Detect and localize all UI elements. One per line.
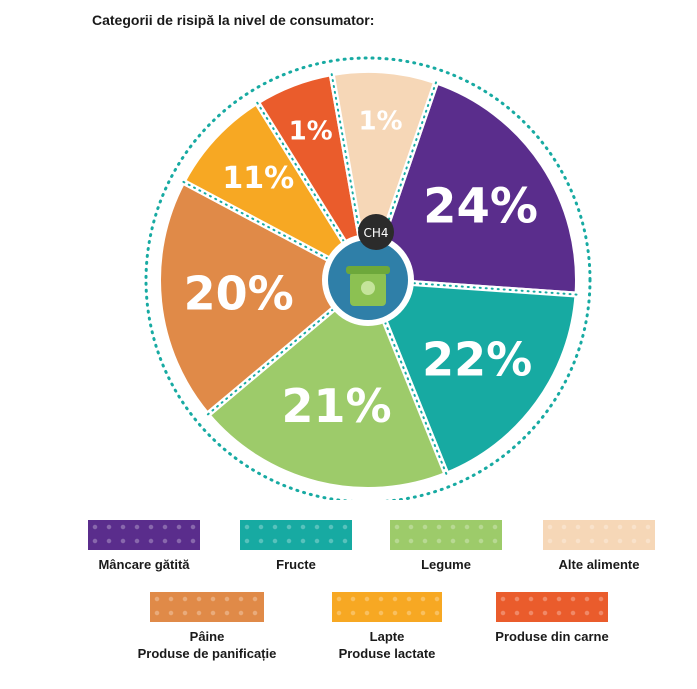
- recycle-icon: [361, 281, 375, 295]
- legend-label: Mâncare gătită: [98, 557, 190, 572]
- legend-label: Produse lactate: [338, 646, 436, 661]
- pie-slice: [202, 275, 451, 493]
- pie-slice: [155, 177, 374, 420]
- legend-swatch: [543, 520, 655, 550]
- methane-label: CH4: [363, 226, 388, 240]
- legend-swatch: [240, 520, 352, 550]
- pie-slice: [363, 276, 581, 479]
- legend-item: Alte alimente: [503, 520, 695, 573]
- slice-label: 22%: [422, 332, 532, 386]
- legend-item: Lapte Produse lactate: [292, 592, 482, 662]
- legend-item: Mâncare gătită: [48, 520, 240, 573]
- legend-item: Legume: [350, 520, 542, 573]
- legend-label: Pâine: [189, 629, 225, 644]
- legend-swatch: [150, 592, 264, 622]
- legend-item: Fructe: [200, 520, 392, 573]
- slice-label: 20%: [184, 267, 294, 321]
- legend-swatch: [332, 592, 442, 622]
- legend-swatch: [88, 520, 200, 550]
- legend-label: Fructe: [276, 557, 316, 572]
- legend-item: Produse din carne: [456, 592, 648, 645]
- legend-label: Legume: [421, 557, 471, 572]
- slice-label: 24%: [423, 178, 538, 234]
- slice-label: 11%: [222, 161, 294, 196]
- legend-label: Lapte: [369, 629, 405, 644]
- bin-lid-icon: [346, 266, 390, 274]
- legend-item: Pâine Produse de panificație: [110, 592, 304, 662]
- pie-chart: 24% 22% 21% 20% 11% 1% 1% CH4: [144, 56, 592, 500]
- slice-label: 21%: [281, 379, 391, 433]
- slice-label: 1%: [358, 107, 402, 137]
- legend-swatch: [496, 592, 608, 622]
- legend-swatch: [390, 520, 502, 550]
- slice-label: 1%: [289, 117, 333, 147]
- pie-slice: [328, 67, 441, 292]
- chart-title: Categorii de risipă la nivel de consumat…: [92, 12, 375, 28]
- legend-label: Produse de panificație: [137, 646, 277, 661]
- gas-bubble-icon: [358, 214, 394, 250]
- legend-label: Produse din carne: [495, 629, 609, 644]
- pie-slice: [178, 97, 377, 288]
- legend-label: Alte alimente: [558, 557, 640, 572]
- outer-ring: [144, 56, 592, 500]
